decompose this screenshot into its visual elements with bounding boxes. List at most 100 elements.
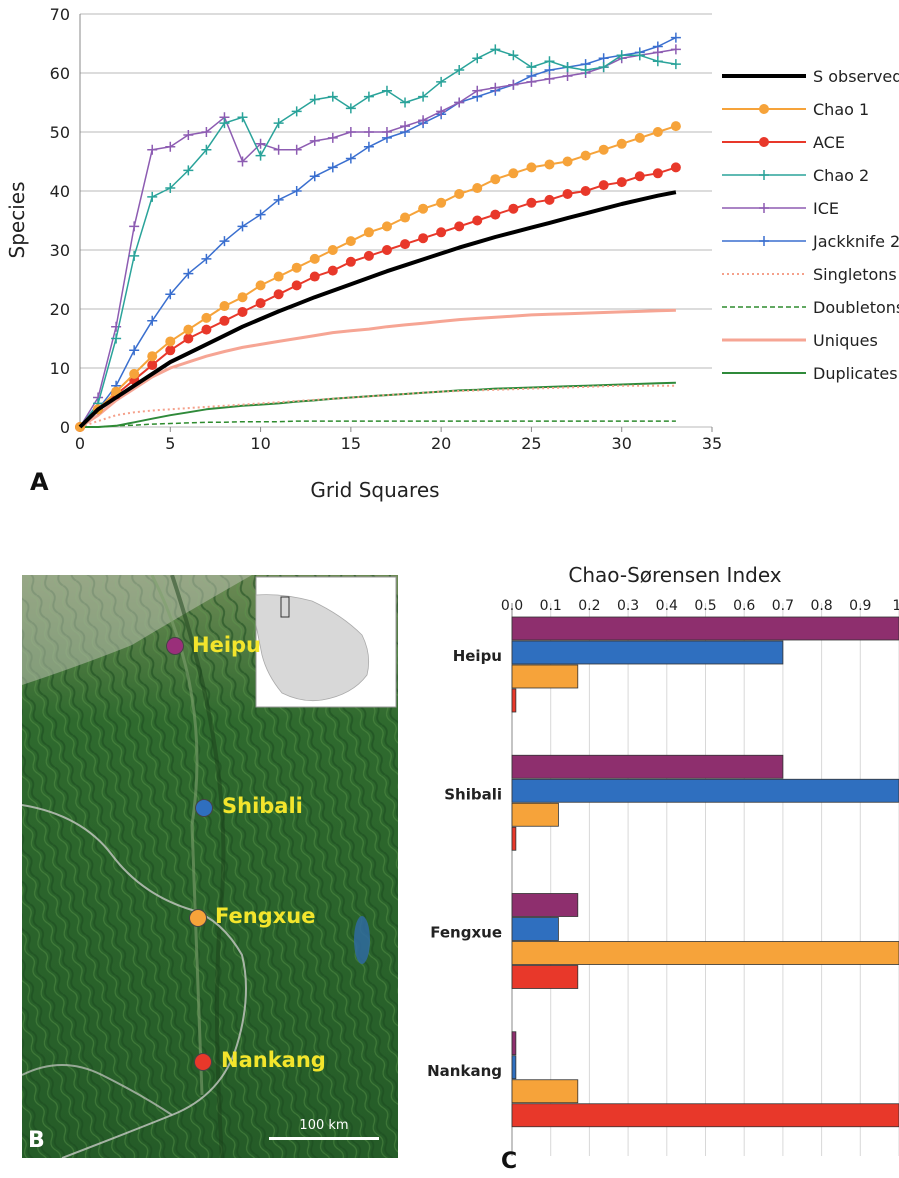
data-point bbox=[562, 188, 573, 199]
data-point bbox=[472, 53, 483, 64]
series-line-chao-1 bbox=[79, 125, 677, 428]
series-line-ice bbox=[79, 48, 677, 428]
x-tick-label: 10 bbox=[250, 434, 270, 453]
data-point bbox=[381, 221, 392, 232]
series-doubletons bbox=[80, 420, 676, 428]
data-point bbox=[598, 53, 609, 64]
data-point bbox=[219, 236, 230, 247]
data-point bbox=[111, 333, 122, 344]
bar-nankang bbox=[511, 1079, 579, 1104]
x-tick-label: 0.9 bbox=[849, 598, 871, 614]
data-point bbox=[598, 62, 609, 73]
bar-heipu bbox=[511, 640, 784, 665]
data-point bbox=[562, 156, 573, 167]
site-marker-heipu bbox=[166, 637, 184, 655]
data-point bbox=[454, 188, 465, 199]
x-tick-label: 0.1 bbox=[540, 598, 562, 614]
series-jackknife-2 bbox=[75, 32, 681, 432]
data-point bbox=[490, 44, 501, 55]
data-point bbox=[472, 183, 483, 194]
x-tick-label: 0.3 bbox=[617, 598, 639, 614]
map-panel: Heipu Shibali Fengxue Nankang 100 km B bbox=[22, 575, 398, 1158]
x-tick-label: 1. bbox=[892, 598, 899, 614]
legend-label: Chao 1 bbox=[813, 100, 869, 119]
data-point bbox=[273, 289, 284, 300]
data-point bbox=[652, 47, 663, 58]
legend-entry: S observed bbox=[722, 67, 899, 86]
data-point bbox=[183, 324, 194, 335]
data-point bbox=[562, 62, 573, 73]
legend-marker bbox=[759, 203, 769, 213]
data-point bbox=[237, 292, 248, 303]
data-point bbox=[255, 298, 266, 309]
data-point bbox=[147, 351, 158, 362]
data-point bbox=[652, 56, 663, 67]
legend-label: Jackknife 2 bbox=[812, 232, 899, 251]
data-point bbox=[183, 165, 194, 176]
data-point bbox=[255, 150, 266, 161]
y-tick-label: 20 bbox=[50, 300, 70, 319]
data-point bbox=[201, 127, 212, 137]
x-tick-label: 35 bbox=[702, 434, 722, 453]
panel-label-a: A bbox=[30, 468, 49, 496]
gridlines bbox=[511, 603, 899, 1156]
series-line-jackknife-2 bbox=[79, 36, 677, 428]
data-point bbox=[237, 306, 248, 317]
data-point bbox=[400, 121, 411, 132]
data-point bbox=[454, 221, 465, 232]
data-point bbox=[309, 135, 320, 146]
data-point bbox=[490, 174, 501, 185]
data-point bbox=[580, 65, 591, 76]
bar-heipu bbox=[511, 616, 899, 641]
data-point bbox=[526, 162, 537, 173]
data-point bbox=[291, 186, 302, 196]
data-point bbox=[544, 73, 555, 84]
site-marker-shibali bbox=[195, 799, 213, 817]
bar-fengxue bbox=[511, 941, 899, 965]
series-chao-2 bbox=[75, 44, 681, 432]
data-point bbox=[508, 168, 519, 179]
data-point bbox=[147, 315, 158, 326]
data-point bbox=[255, 209, 266, 220]
data-point bbox=[129, 250, 140, 261]
data-point bbox=[418, 203, 429, 214]
data-point bbox=[580, 150, 591, 161]
data-point bbox=[345, 127, 356, 137]
legend-marker bbox=[759, 104, 769, 114]
data-point bbox=[616, 177, 627, 188]
data-point bbox=[255, 280, 266, 291]
data-point bbox=[363, 127, 374, 137]
data-point bbox=[255, 138, 266, 149]
data-point bbox=[183, 333, 194, 344]
bar-heipu bbox=[511, 688, 517, 713]
data-point bbox=[291, 280, 302, 291]
x-tick-label: 0.8 bbox=[810, 598, 832, 614]
series-singletons bbox=[79, 384, 676, 428]
bars bbox=[511, 616, 899, 1128]
x-tick-label: 0.2 bbox=[578, 598, 600, 614]
panel-label-b: B bbox=[28, 1128, 45, 1153]
y-tick-label: 70 bbox=[50, 5, 70, 24]
data-point bbox=[454, 65, 465, 76]
scale-bar bbox=[269, 1137, 379, 1140]
data-point bbox=[670, 162, 681, 173]
x-tick-label: 0.4 bbox=[656, 598, 678, 614]
bar-nankang bbox=[511, 1103, 899, 1128]
data-point bbox=[598, 144, 609, 155]
data-point bbox=[652, 127, 663, 137]
site-label-fengxue: Fengxue bbox=[215, 904, 316, 928]
data-point bbox=[183, 268, 194, 279]
data-point bbox=[327, 91, 338, 102]
data-point bbox=[345, 256, 356, 267]
data-point bbox=[363, 227, 374, 238]
chart-title: Chao-Sørensen Index bbox=[568, 563, 781, 587]
data-point bbox=[363, 91, 374, 102]
data-point bbox=[327, 245, 338, 255]
legend: S observed Chao 1 ACE Chao 2 ICE Jackknife 2 S… bbox=[722, 67, 899, 383]
data-point bbox=[237, 156, 248, 167]
data-point bbox=[544, 159, 555, 170]
series-s-observed bbox=[78, 190, 677, 429]
legend-entry: Chao 2 bbox=[722, 166, 869, 185]
series-line-s-observed bbox=[78, 190, 677, 429]
legend-entry: Uniques bbox=[722, 331, 878, 350]
